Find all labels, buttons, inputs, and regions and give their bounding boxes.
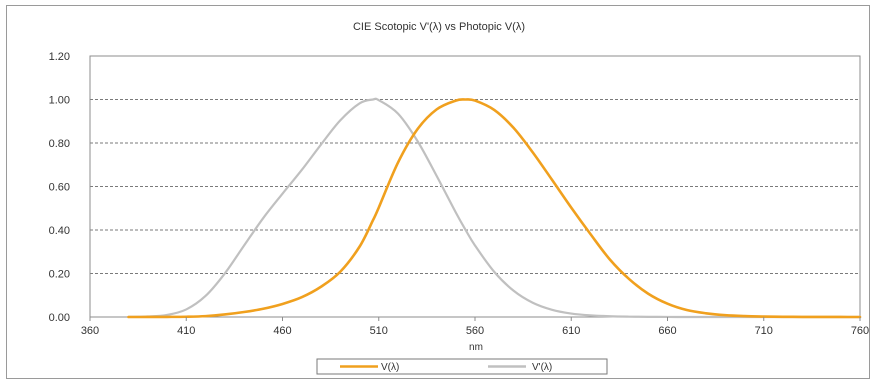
y-tick-label: 0.20 (49, 269, 70, 281)
x-tick-label: 660 (658, 325, 676, 337)
legend: V(λ) V'(λ) (316, 358, 608, 375)
y-tick-label: 0.80 (49, 138, 70, 150)
x-tick-label: 560 (466, 325, 484, 337)
x-tick-label: 410 (177, 325, 195, 337)
y-tick-label: 1.20 (49, 51, 70, 63)
series-layer (127, 97, 862, 319)
x-axis-ticks: 360 410 460 510 560 610 660 710 760 (81, 317, 869, 337)
legend-label: V'(λ) (532, 362, 552, 373)
x-tick-label: 460 (273, 325, 291, 337)
x-tick-label: 360 (81, 325, 99, 337)
x-tick-label: 710 (755, 325, 773, 337)
legend-box (316, 358, 608, 375)
x-tick-label: 510 (370, 325, 388, 337)
x-axis-label: nm (469, 342, 483, 353)
series-line-photopic (127, 98, 862, 319)
series-line-scotopic (127, 97, 862, 319)
x-tick-label: 610 (562, 325, 580, 337)
y-tick-label: 1.00 (49, 95, 70, 107)
y-tick-label: 0.00 (49, 312, 70, 324)
x-tick-label: 760 (851, 325, 869, 337)
y-tick-label: 0.60 (49, 182, 70, 194)
chart-title: CIE Scotopic V'(λ) vs Photopic V(λ) (353, 21, 525, 33)
y-axis-ticks: 0.00 0.20 0.40 0.60 0.80 1.00 1.20 (49, 51, 70, 324)
legend-label: V(λ) (381, 362, 399, 373)
y-tick-label: 0.40 (49, 225, 70, 237)
